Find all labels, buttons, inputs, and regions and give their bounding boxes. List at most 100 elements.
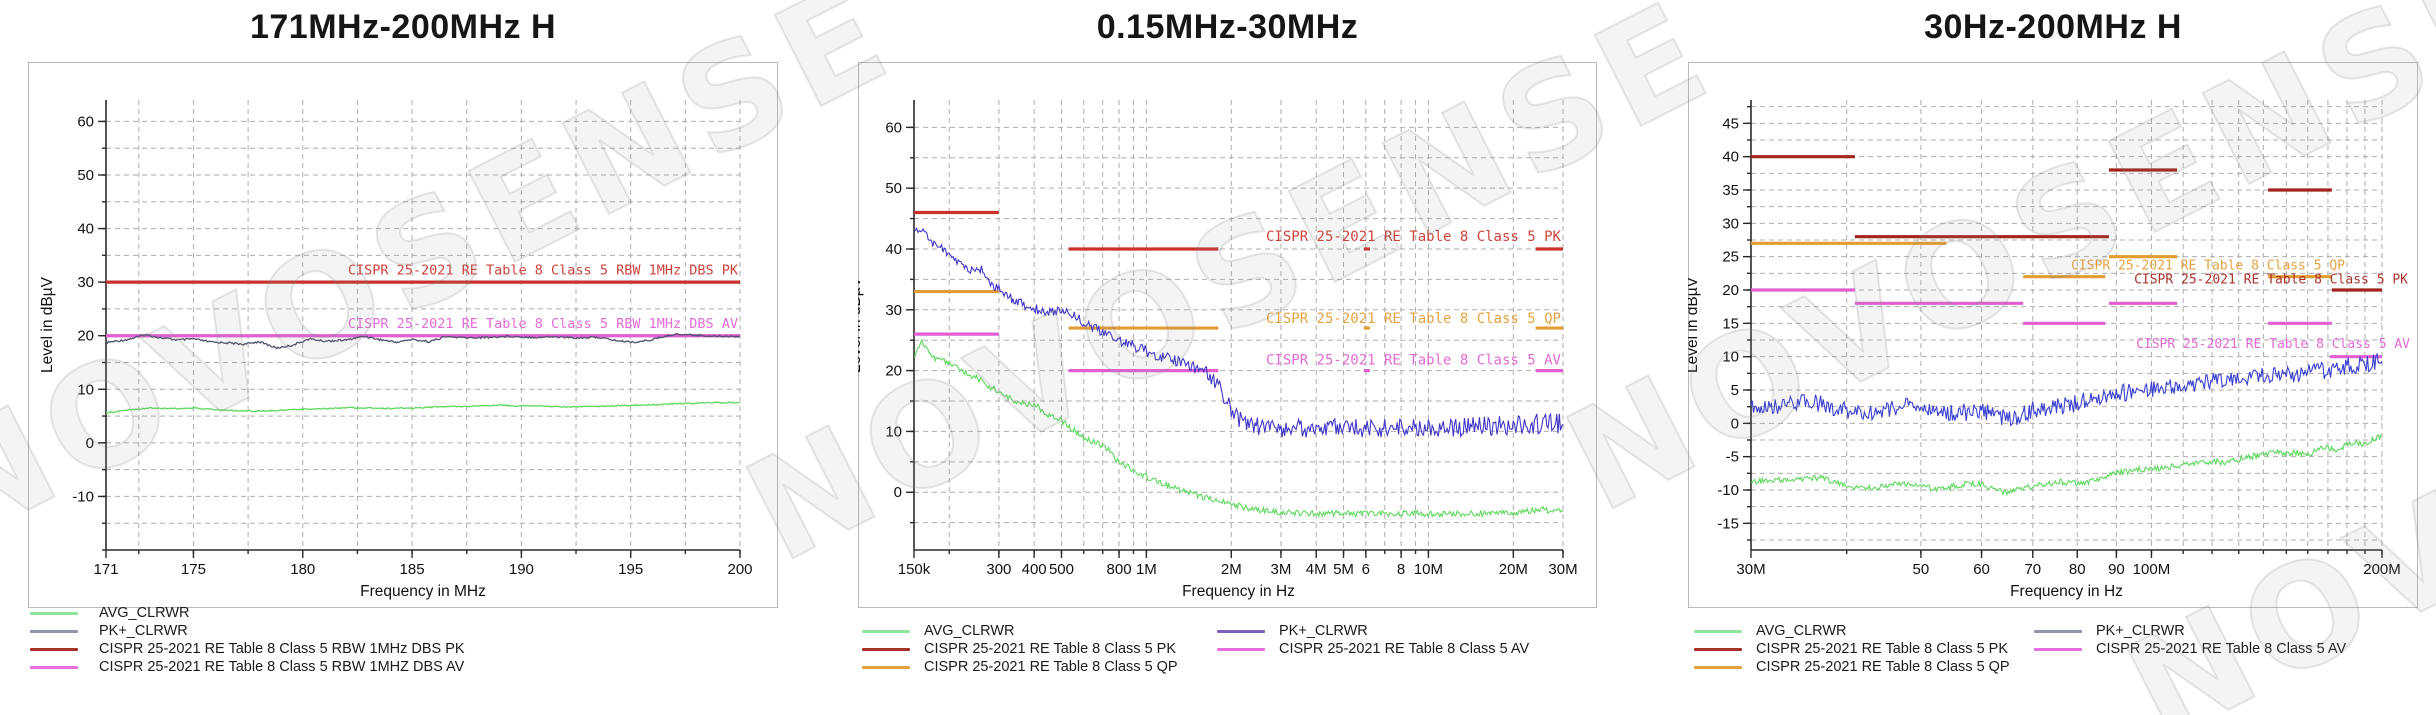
- svg-text:25: 25: [1722, 249, 1739, 266]
- plot-frame-right: [1688, 62, 2418, 608]
- svg-text:190: 190: [509, 561, 534, 578]
- legend-label: CISPR 25-2021 RE Table 8 Class 5 QP: [1756, 659, 2010, 675]
- legend-swatch: [1217, 647, 1265, 651]
- svg-text:Frequency in Hz: Frequency in Hz: [2010, 583, 2123, 600]
- svg-text:200: 200: [727, 561, 752, 578]
- chart-title-right: 30Hz-200MHz H: [1924, 8, 2182, 46]
- legend-item: CISPR 25-2021 RE Table 8 Class 5 AV: [1217, 640, 1529, 658]
- svg-text:100M: 100M: [2133, 561, 2171, 578]
- legend-label: PK+_CLRWR: [2096, 623, 2185, 639]
- chart-plot-middle: 60 50 40 30 20 10 0 150k 300 400 500 800 1M 2M 3M 4M 5M 6…: [858, 100, 1578, 600]
- legend-swatch: [30, 629, 78, 633]
- trace-avg_clrwr: [913, 338, 1564, 519]
- svg-text:90: 90: [2108, 561, 2125, 578]
- legend-item: CISPR 25-2021 RE Table 8 Class 5 RBW 1MH…: [30, 640, 465, 658]
- svg-text:CISPR 25-2021 RE Table 8 Class: CISPR 25-2021 RE Table 8 Class 5 RBW 1MH…: [348, 262, 739, 278]
- svg-text:30: 30: [77, 274, 94, 291]
- svg-text:Level in dBµV: Level in dBµV: [39, 276, 56, 373]
- legend-swatch: [862, 629, 910, 633]
- legend-label: CISPR 25-2021 RE Table 8 Class 5 QP: [924, 659, 1178, 675]
- legend-item: CISPR 25-2021 RE Table 8 Class 5 PK: [1694, 640, 2008, 658]
- legend-swatch: [1694, 647, 1742, 651]
- legend-item: CISPR 25-2021 RE Table 8 Class 5 RBW 1MH…: [30, 658, 464, 676]
- svg-text:3M: 3M: [1271, 561, 1292, 578]
- svg-text:20: 20: [885, 363, 902, 380]
- legend-item: CISPR 25-2021 RE Table 8 Class 5 QP: [1694, 658, 2010, 676]
- svg-text:15: 15: [1722, 315, 1739, 332]
- legend-label: CISPR 25-2021 RE Table 8 Class 5 PK: [924, 641, 1177, 657]
- svg-text:-10: -10: [1717, 482, 1739, 499]
- svg-text:1M: 1M: [1136, 561, 1157, 578]
- svg-text:35: 35: [1722, 182, 1739, 199]
- svg-text:175: 175: [181, 561, 206, 578]
- svg-text:30M: 30M: [1736, 561, 1765, 578]
- svg-text:50: 50: [885, 180, 902, 197]
- chart-title-middle: 0.15MHz-30MHz: [1096, 8, 1359, 46]
- legend-label: CISPR 25-2021 RE Table 8 Class 5 AV: [2096, 641, 2347, 657]
- svg-text:70: 70: [2024, 561, 2041, 578]
- svg-text:30: 30: [1722, 215, 1739, 232]
- svg-text:Level in dBµV: Level in dBµV: [1688, 276, 1701, 373]
- svg-text:CISPR 25-2021 RE Table 8 Class: CISPR 25-2021 RE Table 8 Class 5 RBW 1MH…: [348, 316, 738, 332]
- trace-avg_clrwr: [1750, 434, 2383, 497]
- svg-text:Level in dBµV: Level in dBµV: [858, 276, 864, 373]
- legend-label: PK+_CLRWR: [1279, 623, 1368, 639]
- svg-text:50: 50: [1913, 561, 1930, 578]
- svg-text:CISPR 25-2021 RE Table 8 Class: CISPR 25-2021 RE Table 8 Class 5 PK: [2134, 272, 2408, 287]
- legend-item: AVG_CLRWR: [862, 622, 1015, 640]
- svg-text:400: 400: [1022, 561, 1047, 578]
- svg-text:60: 60: [885, 119, 902, 136]
- legend-swatch: [30, 611, 78, 615]
- svg-text:2M: 2M: [1221, 561, 1242, 578]
- svg-text:300: 300: [986, 561, 1011, 578]
- svg-text:45: 45: [1722, 115, 1739, 132]
- legend-item: CISPR 25-2021 RE Table 8 Class 5 PK: [862, 640, 1176, 658]
- legend-swatch: [30, 647, 78, 651]
- svg-text:4M: 4M: [1306, 561, 1327, 578]
- svg-text:0: 0: [1731, 415, 1739, 432]
- chart-plot-left: 60 50 40 30 20 10 0 -10 171 175 180 185 190 195 200 Fre…: [39, 100, 753, 600]
- legend-item: AVG_CLRWR: [1694, 622, 1847, 640]
- legend-swatch: [1694, 665, 1742, 669]
- trace-avg_clrwr: [105, 401, 741, 414]
- svg-text:80: 80: [2069, 561, 2086, 578]
- legend-swatch: [30, 665, 78, 669]
- legend-label: AVG_CLRWR: [1756, 623, 1847, 639]
- svg-text:0: 0: [86, 435, 94, 452]
- svg-text:6: 6: [1362, 561, 1370, 578]
- svg-text:60: 60: [77, 113, 94, 130]
- svg-text:60: 60: [1973, 561, 1990, 578]
- svg-text:CISPR 25-2021 RE Table 8 Class: CISPR 25-2021 RE Table 8 Class 5 AV: [1266, 352, 1562, 368]
- svg-text:40: 40: [1722, 149, 1739, 166]
- svg-text:-10: -10: [72, 488, 94, 505]
- svg-text:-5: -5: [1726, 449, 1739, 466]
- svg-text:10M: 10M: [1414, 561, 1443, 578]
- legend-item: CISPR 25-2021 RE Table 8 Class 5 AV: [2034, 640, 2346, 658]
- svg-text:CISPR 25-2021 RE Table 8 Class: CISPR 25-2021 RE Table 8 Class 5 QP: [1266, 311, 1561, 327]
- legend-label: PK+_CLRWR: [99, 623, 188, 639]
- svg-text:180: 180: [290, 561, 315, 578]
- svg-text:CISPR 25-2021 RE Table 8 Class: CISPR 25-2021 RE Table 8 Class 5 PK: [1266, 229, 1562, 245]
- trace-pk+_clrwr: [913, 226, 1564, 439]
- svg-text:30: 30: [885, 302, 902, 319]
- svg-text:0: 0: [894, 484, 902, 501]
- svg-text:5M: 5M: [1333, 561, 1354, 578]
- svg-text:10: 10: [1722, 349, 1739, 366]
- svg-text:10: 10: [77, 381, 94, 398]
- svg-text:CISPR 25-2021 RE Table 8 Class: CISPR 25-2021 RE Table 8 Class 5 QP: [2071, 258, 2345, 273]
- legend-swatch: [862, 665, 910, 669]
- legend-item: PK+_CLRWR: [30, 622, 188, 640]
- svg-text:10: 10: [885, 423, 902, 440]
- svg-text:30M: 30M: [1548, 561, 1577, 578]
- svg-text:-15: -15: [1717, 515, 1739, 532]
- svg-text:200M: 200M: [2363, 561, 2401, 578]
- trace-pk+_clrwr: [1750, 352, 2383, 427]
- svg-text:20M: 20M: [1499, 561, 1528, 578]
- legend-swatch: [2034, 629, 2082, 633]
- svg-text:5: 5: [1731, 382, 1739, 399]
- legend-swatch: [2034, 647, 2082, 651]
- svg-text:50: 50: [77, 167, 94, 184]
- svg-text:Frequency in Hz: Frequency in Hz: [1182, 583, 1295, 600]
- legend-label: CISPR 25-2021 RE Table 8 Class 5 RBW 1MH…: [99, 641, 465, 657]
